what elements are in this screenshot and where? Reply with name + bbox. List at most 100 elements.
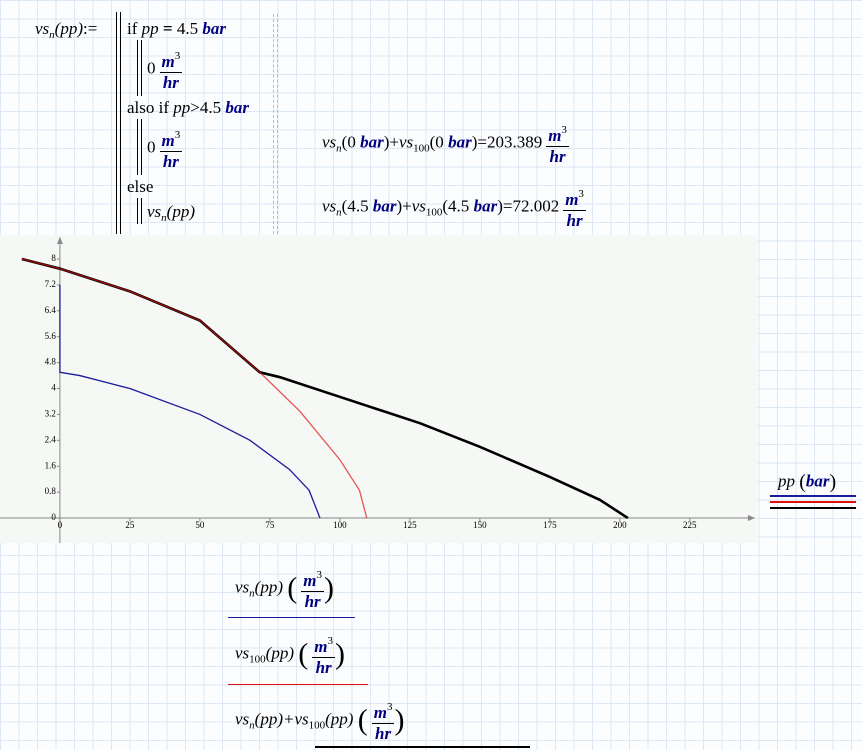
math-token: 203.389	[486, 132, 543, 152]
math-part: m3	[301, 565, 324, 592]
math-token: (pp)	[166, 202, 195, 221]
fraction: m3 hr	[159, 46, 183, 93]
math-token: 3	[316, 569, 322, 581]
math-token: m	[161, 131, 175, 150]
else-line: else	[127, 177, 153, 197]
x-tick-label: 100	[333, 520, 347, 530]
math-token: )	[829, 471, 837, 493]
math-token: if	[127, 19, 138, 38]
x-tick-label: 25	[125, 520, 135, 530]
legend-entry-1: vs100(pp) (m3 hr)	[235, 631, 345, 678]
math-token: >	[190, 98, 200, 117]
legend-line	[315, 746, 530, 748]
math-token: (0	[341, 132, 356, 152]
if-line: if pp = 4.5 bar	[127, 19, 226, 39]
x-tick-label: 0	[58, 520, 63, 530]
math-token: 3	[174, 129, 181, 141]
y-tick-label: 8	[51, 253, 56, 263]
math-token: hr	[375, 724, 392, 743]
math-part: )	[334, 637, 345, 671]
math-token: =	[162, 19, 173, 38]
plot: 0 0.8 1.6 2.4 3.2 4 4.8 5.6 6.4 7.2 8 0 25 50 75 100 125…	[0, 235, 757, 543]
math-part: m3	[312, 631, 335, 658]
math-token: 3	[327, 635, 333, 647]
math-part: m3	[159, 125, 183, 152]
x-legend	[770, 495, 856, 509]
math-token: n	[249, 719, 255, 732]
math-token: pp	[173, 98, 191, 117]
math-token: 72.002	[512, 196, 560, 216]
math-token: bar	[360, 132, 384, 152]
math-token: hr	[162, 73, 179, 92]
math-token: )=	[497, 196, 513, 216]
math-token: vs	[322, 132, 337, 152]
math-token: 100	[308, 719, 326, 732]
series-line	[59, 284, 321, 519]
math-token: 100	[425, 206, 443, 219]
math-token: vs	[322, 196, 337, 216]
y-axis-arrow	[56, 237, 63, 244]
math-token: 3	[174, 50, 181, 62]
math-token: also if	[127, 98, 170, 117]
math-token: m	[314, 637, 328, 656]
math-token: 4.5	[199, 98, 222, 117]
math-token: m	[303, 571, 317, 590]
math-part: m3	[371, 697, 395, 724]
x-axis-label: pp (bar)	[778, 471, 836, 494]
legend-entry-0: vsn(pp) (m3 hr)	[235, 565, 334, 612]
y-tick-label: 4.8	[45, 357, 57, 367]
math-token: 100	[249, 653, 266, 666]
fraction: m3 hr	[312, 631, 335, 678]
math-token: vs	[235, 709, 250, 729]
math-token: hr	[304, 592, 321, 611]
math-token: )=	[471, 132, 487, 152]
x-tick-label: 225	[683, 520, 697, 530]
legend-line	[228, 617, 355, 618]
program-bar	[116, 12, 121, 234]
math-part: m3	[546, 120, 569, 147]
math-token: vs	[235, 643, 250, 663]
math-part: (	[298, 637, 309, 671]
math-token: n	[161, 212, 167, 224]
legend-line	[228, 684, 368, 685]
math-part: )	[323, 571, 334, 605]
branch-bar	[137, 119, 142, 175]
math-token: pp	[141, 19, 159, 38]
y-tick-label: 5.6	[45, 331, 57, 341]
math-token: pp	[778, 471, 795, 491]
math-token: (4.5	[442, 196, 470, 216]
math-token: hr	[566, 211, 583, 230]
math-token: 0	[147, 58, 156, 78]
math-token: bar	[202, 19, 226, 38]
math-token: hr	[162, 152, 179, 171]
x-tick-label: 175	[543, 520, 557, 530]
math-token: (pp)	[54, 19, 83, 38]
also-if-line: also if pp>4.5 bar	[127, 98, 249, 118]
x-tick-label: 150	[473, 520, 487, 530]
math-token: bar	[473, 196, 498, 216]
series-line	[21, 258, 368, 519]
math-token: vs	[235, 577, 250, 597]
math-part: (	[287, 571, 298, 605]
definition-lhs: vsn(pp):=	[35, 19, 97, 41]
fraction: m3 hr	[371, 697, 395, 744]
math-part: (	[357, 703, 368, 737]
fraction: m3 hr	[159, 125, 183, 172]
math-token: )+	[383, 132, 399, 152]
math-token: vs	[411, 196, 426, 216]
math-token: vs	[35, 19, 50, 38]
y-tick-label: 4	[51, 383, 56, 393]
y-tick-label: 1.6	[45, 460, 57, 470]
math-part: m3	[159, 46, 183, 73]
math-token: n	[336, 142, 342, 155]
math-token: (	[799, 471, 806, 493]
value-line: vsn(pp)	[147, 202, 195, 224]
math-token: bar	[225, 98, 249, 117]
math-token: (pp)+	[254, 709, 295, 729]
y-tick-label: 0.8	[45, 486, 57, 496]
math-token: )+	[396, 196, 412, 216]
branch-bar	[137, 198, 142, 224]
x-tick-label: 125	[403, 520, 417, 530]
branch-bar	[137, 40, 142, 96]
